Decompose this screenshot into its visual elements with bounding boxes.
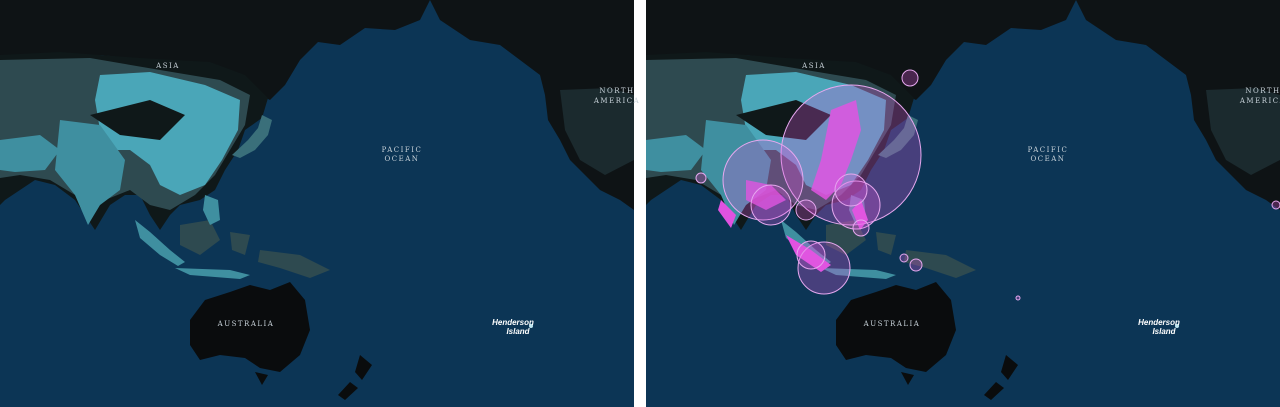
place-label: Henderson bbox=[1138, 318, 1180, 327]
ocean-label: PACIFIC bbox=[1028, 146, 1069, 154]
region-label: AMERICA bbox=[593, 97, 640, 105]
place-label: Island bbox=[506, 327, 530, 336]
right-map bbox=[646, 0, 1280, 407]
place-label: Henderson bbox=[492, 318, 534, 327]
region-label: AMERICA bbox=[1239, 97, 1280, 105]
ocean-label: OCEAN bbox=[385, 155, 420, 163]
region-label: ASIA bbox=[801, 62, 826, 70]
region-label: AUSTRALIA bbox=[217, 320, 275, 328]
region-label: ASIA bbox=[155, 62, 180, 70]
region-label: NORTH bbox=[1245, 87, 1280, 95]
place-label: Island bbox=[1152, 327, 1176, 336]
ocean-label: PACIFIC bbox=[382, 146, 423, 154]
left-map bbox=[0, 0, 634, 407]
divider bbox=[634, 0, 646, 407]
ocean-label: OCEAN bbox=[1031, 155, 1066, 163]
density-overlay bbox=[695, 69, 1280, 301]
region-label: NORTH bbox=[599, 87, 634, 95]
region-label: AUSTRALIA bbox=[863, 320, 921, 328]
